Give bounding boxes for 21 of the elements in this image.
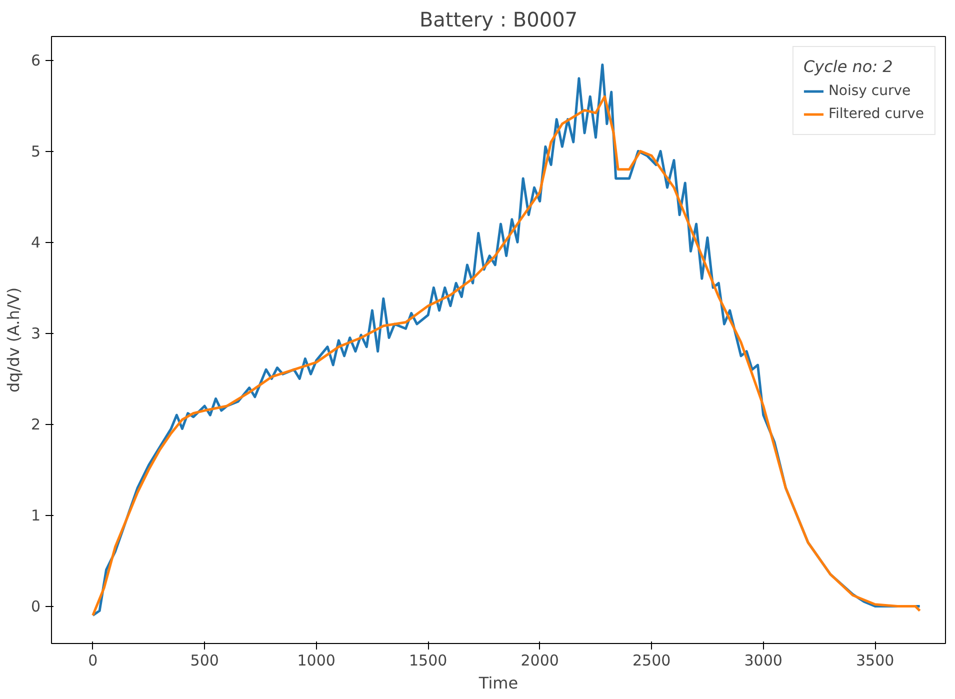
chart-title: Battery : B0007 bbox=[419, 8, 578, 32]
x-tick-label: 500 bbox=[190, 652, 219, 670]
x-axis-title: Time bbox=[478, 674, 518, 692]
x-tick-label: 2500 bbox=[632, 652, 671, 670]
x-tick-label: 1000 bbox=[297, 652, 336, 670]
legend-title: Cycle no: 2 bbox=[803, 57, 894, 76]
y-tick-label: 2 bbox=[30, 416, 41, 434]
x-tick-label: 3500 bbox=[856, 652, 894, 670]
y-axis-title: dq/dv (A.h/V) bbox=[4, 287, 23, 393]
y-tick-label: 6 bbox=[30, 52, 41, 70]
x-tick-label: 3000 bbox=[744, 652, 782, 670]
y-tick-label: 1 bbox=[30, 506, 41, 525]
x-tick-label: 0 bbox=[88, 652, 98, 670]
y-tick-label: 3 bbox=[30, 324, 41, 343]
x-tick-label: 2000 bbox=[520, 652, 559, 670]
legend-label: Noisy curve bbox=[828, 83, 911, 99]
y-tick-label: 5 bbox=[30, 142, 41, 161]
x-tick-label: 1500 bbox=[409, 652, 448, 670]
y-tick-label: 0 bbox=[30, 598, 41, 616]
y-tick-label: 4 bbox=[30, 234, 41, 252]
legend-label: Filtered curve bbox=[828, 106, 924, 122]
